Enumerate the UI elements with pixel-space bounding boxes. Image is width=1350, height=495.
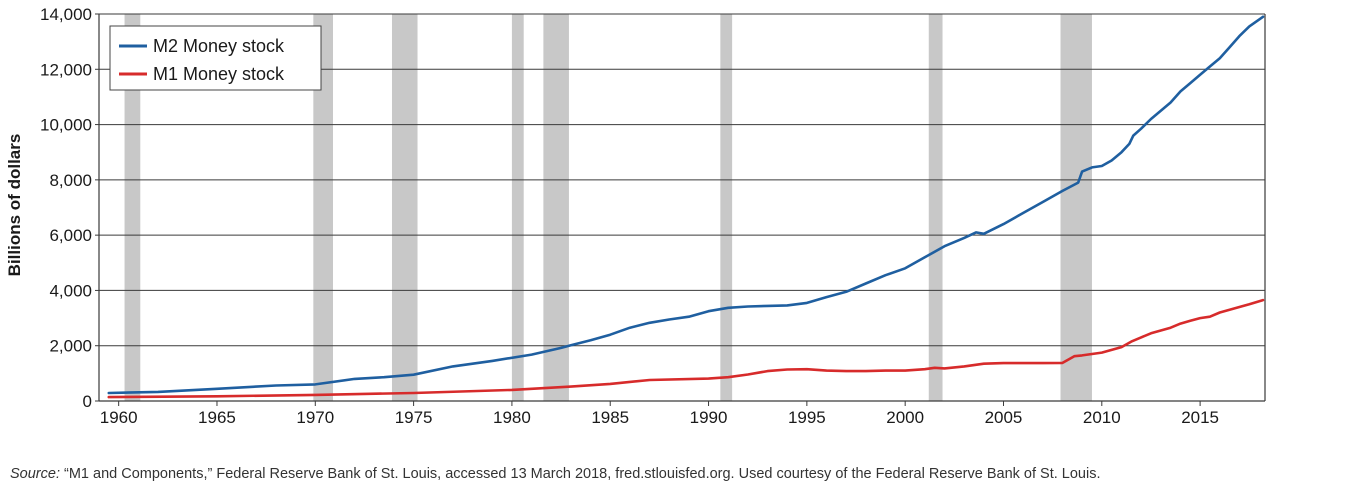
source-label: Source:: [10, 466, 60, 482]
gridlines: [99, 13, 1265, 347]
y-tick-labels: 0 2,000 4,000 6,000 8,000 10,000 12,000 14,000: [40, 5, 99, 411]
legend-label-m1: M1 Money stock: [153, 64, 285, 84]
x-tick-label: 1980: [493, 408, 531, 427]
y-tick-label: 14,000: [40, 5, 92, 24]
chart-area: 0 2,000 4,000 6,000 8,000 10,000 12,000 14,000 …: [5, 5, 1266, 427]
series-line-m2: [107, 15, 1265, 395]
y-tick-label: 0: [83, 392, 92, 411]
y-axis-title: Billions of dollars: [5, 134, 24, 277]
y-tick-label: 2,000: [49, 337, 92, 356]
recession-band: [1060, 14, 1092, 401]
x-tick-label: 2010: [1083, 408, 1121, 427]
y-tick-label: 6,000: [49, 226, 92, 245]
recession-band: [511, 14, 524, 401]
recession-band: [313, 14, 333, 401]
recession-band: [720, 14, 733, 401]
y-tick-label: 12,000: [40, 60, 92, 79]
source-note: Source: “M1 and Components,” Federal Res…: [10, 466, 1345, 482]
x-tick-label: 2000: [886, 408, 924, 427]
x-tick-label: 1995: [788, 408, 826, 427]
x-tick-label: 2005: [985, 408, 1023, 427]
money-stock-chart: 02,0004,0006,0008,00010,00012,00014,000 …: [5, 5, 1266, 427]
x-tick-label: 1970: [296, 408, 334, 427]
source-text: “M1 and Components,” Federal Reserve Ban…: [59, 466, 1101, 482]
x-tick-label: 1990: [690, 408, 728, 427]
recession-band: [124, 14, 141, 401]
recession-band: [543, 14, 569, 401]
series-lines: [107, 15, 1265, 399]
legend: M2 Money stock M1 Money stock: [109, 25, 322, 91]
x-tick-label: 1960: [100, 408, 138, 427]
recession-band: [928, 14, 943, 401]
axes: [98, 14, 1266, 402]
recession-bands: [124, 14, 1092, 401]
x-tick-label: 2015: [1181, 408, 1219, 427]
y-tick-label: 8,000: [49, 171, 92, 190]
x-tick-label: 1965: [198, 408, 236, 427]
y-tick-label: 4,000: [49, 281, 92, 300]
x-tick-label: 1985: [591, 408, 629, 427]
recession-band: [391, 14, 418, 401]
x-tick-label: 1975: [395, 408, 433, 427]
series-line-m1: [107, 298, 1265, 399]
y-tick-label: 10,000: [40, 116, 92, 135]
legend-label-m2: M2 Money stock: [153, 36, 285, 56]
x-tick-labels: 1960 1965 1970 1975 1980 1985 1990 1995 2000 2005…: [100, 401, 1219, 427]
